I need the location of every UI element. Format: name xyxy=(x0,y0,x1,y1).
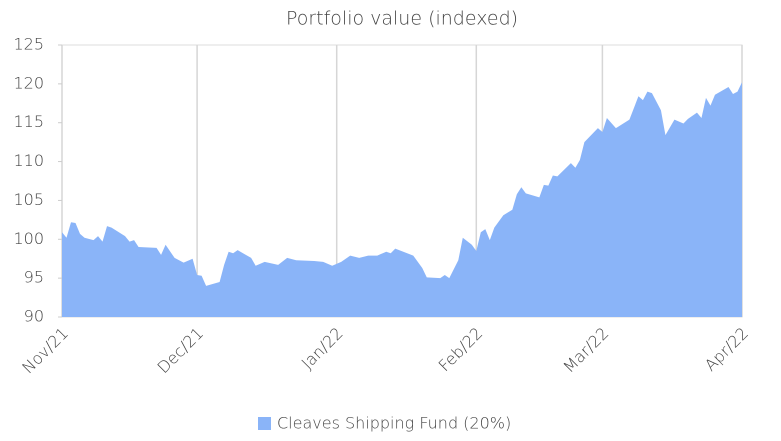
area xyxy=(62,82,742,317)
y-tick-label: 105 xyxy=(13,190,44,209)
legend-label: Cleaves Shipping Fund (20%) xyxy=(277,414,511,433)
y-tick-label: 125 xyxy=(13,35,44,54)
y-tick-label: 115 xyxy=(13,112,44,131)
y-tick-label: 90 xyxy=(24,307,44,326)
x-tick-label: Feb/22 xyxy=(435,324,487,376)
x-tick-label: Dec/21 xyxy=(154,324,208,378)
x-tick-label: Apr/22 xyxy=(701,324,752,375)
x-tick-label: Nov/21 xyxy=(18,324,72,378)
chart-title: Portfolio value (indexed) xyxy=(286,8,518,30)
y-tick-label: 120 xyxy=(13,73,44,92)
y-tick-label: 95 xyxy=(24,268,44,287)
y-tick-label: 110 xyxy=(13,151,44,170)
x-tick-label: Jan/22 xyxy=(298,324,347,373)
x-tick-label: Mar/22 xyxy=(559,324,612,377)
legend-swatch xyxy=(258,417,271,430)
y-tick-label: 100 xyxy=(13,229,44,248)
